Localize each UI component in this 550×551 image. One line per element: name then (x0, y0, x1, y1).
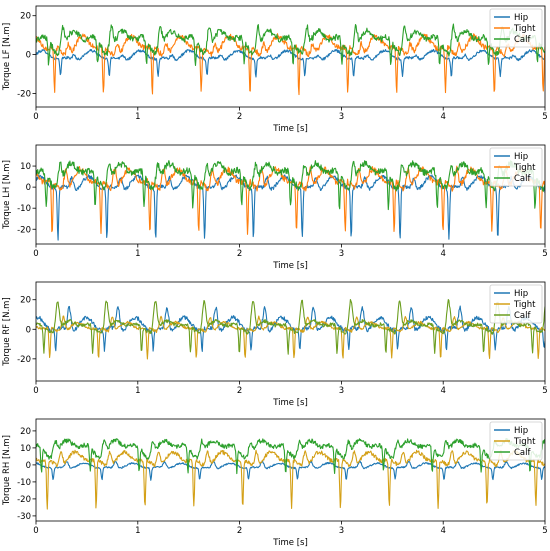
x-tick-label: 5 (542, 386, 547, 396)
x-tick-label: 1 (135, 249, 140, 259)
y-tick-label: -20 (17, 89, 31, 99)
y-tick-label: 20 (20, 12, 31, 22)
x-tick-label: 4 (440, 112, 445, 122)
legend-label-calf: Calf (514, 174, 532, 184)
y-tick-label: -10 (17, 204, 31, 214)
x-tick-label: 1 (135, 526, 140, 536)
x-axis-label: Time [s] (272, 538, 308, 548)
y-tick-label: -10 (17, 478, 31, 488)
x-tick-label: 4 (440, 526, 445, 536)
series-line-tight (36, 449, 545, 510)
series-line-tight (36, 315, 545, 360)
legend-label-calf: Calf (514, 448, 532, 458)
legend-label-hip: Hip (514, 426, 528, 436)
legend-box (489, 8, 543, 48)
subplot-3: 0 1 2 3 4 5 Time [s] -20 0 20 Torque RF [N.m] HipTi… (2, 281, 548, 408)
y-tick-label: -20 (17, 355, 31, 365)
series-line-tight (36, 165, 545, 235)
legend-label-calf: Calf (514, 311, 532, 321)
legend-box (489, 147, 543, 187)
y-axis-label: Torque RH [N.m] (2, 435, 12, 506)
x-tick-label: 1 (135, 112, 140, 122)
plot-area (36, 145, 545, 244)
legend-label-hip: Hip (514, 152, 528, 162)
x-tick-label: 5 (542, 249, 547, 259)
subplot-4: 0 1 2 3 4 5 Time [s] -30 -20 -10 0 10 20 Torque RH [N… (2, 418, 548, 548)
series-line-calf (36, 160, 545, 211)
x-tick-label: 1 (135, 386, 140, 396)
axes-frame (35, 418, 546, 522)
x-tick-label: 5 (542, 112, 547, 122)
series-line-tight (36, 33, 545, 96)
plot-area (36, 6, 545, 107)
x-tick-label: 4 (440, 386, 445, 396)
series-line-calf (36, 299, 545, 355)
series-line-hip (36, 48, 545, 78)
legend-label-hip: Hip (514, 289, 528, 299)
axes-frame (35, 144, 546, 245)
axes-frame (35, 5, 546, 108)
x-tick-label: 2 (237, 112, 242, 122)
y-tick-label: 0 (26, 183, 31, 193)
y-tick-label: 0 (26, 51, 31, 61)
legend-label-calf: Calf (514, 35, 532, 45)
x-tick-label: 0 (33, 249, 38, 259)
series-line-calf (36, 437, 545, 475)
x-tick-label: 0 (33, 386, 38, 396)
subplot-2: 0 1 2 3 4 5 Time [s] -20 -10 0 10 Torque LH [N.m] Hi… (2, 144, 548, 271)
plot-area (36, 282, 545, 381)
subplot-1: 0 1 2 3 4 5 Time [s] -20 0 20 Torque LF [N.m] HipTi… (2, 5, 548, 134)
x-tick-label: 3 (339, 249, 344, 259)
series-group (36, 437, 545, 510)
x-axis-label: Time [s] (272, 261, 308, 271)
axes-frame (35, 281, 546, 382)
x-tick-label: 5 (542, 526, 547, 536)
y-tick-label: 10 (20, 444, 31, 454)
series-group (36, 160, 545, 241)
y-axis-label: Torque LF [N.m] (2, 23, 12, 91)
x-tick-label: 2 (237, 386, 242, 396)
x-tick-label: 2 (237, 249, 242, 259)
y-tick-label: -30 (17, 512, 31, 522)
y-axis-label: Torque LH [N.m] (2, 160, 12, 230)
legend-label-tight: Tight (513, 163, 536, 173)
legend-label-tight: Tight (513, 300, 536, 310)
x-axis-label: Time [s] (272, 398, 308, 408)
x-tick-label: 3 (339, 526, 344, 536)
series-group (36, 299, 545, 360)
y-axis-label: Torque RF [N.m] (2, 297, 12, 366)
legend-box (489, 421, 543, 461)
series-line-calf (36, 23, 545, 66)
y-tick-label: 10 (20, 162, 31, 172)
legend-box (489, 284, 543, 324)
x-axis-label: Time [s] (272, 124, 308, 134)
x-tick-label: 0 (33, 112, 38, 122)
x-tick-label: 3 (339, 112, 344, 122)
y-tick-label: -20 (17, 225, 31, 235)
y-tick-label: 20 (20, 296, 31, 306)
y-tick-label: -20 (17, 495, 31, 505)
x-tick-label: 4 (440, 249, 445, 259)
x-tick-label: 2 (237, 526, 242, 536)
x-tick-label: 0 (33, 526, 38, 536)
y-tick-label: 0 (26, 325, 31, 335)
y-tick-label: 20 (20, 427, 31, 437)
legend-label-tight: Tight (513, 24, 536, 34)
series-group (36, 23, 545, 96)
x-tick-label: 3 (339, 386, 344, 396)
legend-label-hip: Hip (514, 13, 528, 23)
y-tick-label: 0 (26, 461, 31, 471)
legend-label-tight: Tight (513, 437, 536, 447)
